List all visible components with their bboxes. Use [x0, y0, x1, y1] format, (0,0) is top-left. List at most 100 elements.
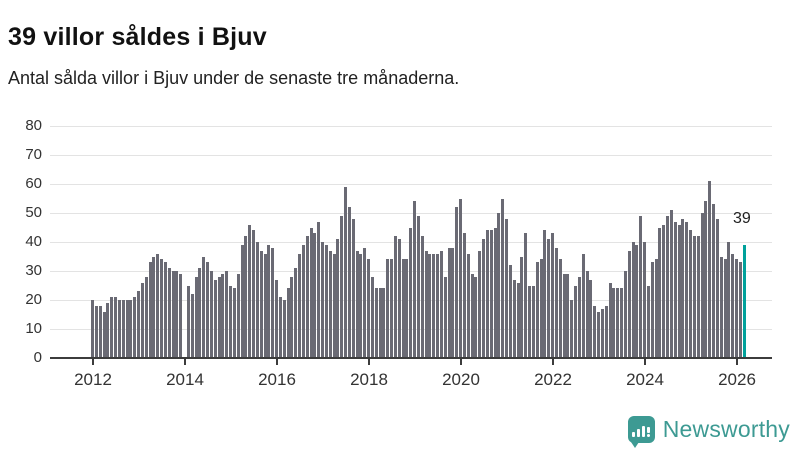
bar [654, 259, 658, 357]
bar [462, 233, 466, 357]
bar [735, 259, 738, 357]
x-axis-tick-label: 2016 [258, 370, 296, 389]
x-axis-tick-mark [552, 359, 554, 365]
bar [359, 253, 363, 357]
bar [378, 288, 382, 357]
bar [524, 233, 528, 357]
bar [248, 224, 252, 357]
bar [229, 285, 232, 357]
bar [528, 285, 531, 357]
bar [225, 271, 229, 357]
x-axis-tick-label: 2026 [718, 370, 756, 389]
x-axis-tick-label: 2022 [534, 370, 572, 389]
bar [673, 221, 677, 357]
bar [98, 305, 102, 357]
bar [347, 207, 351, 357]
bar [635, 244, 639, 357]
bar [577, 276, 581, 357]
x-axis-tick-label: 2024 [626, 370, 664, 389]
bar [593, 305, 597, 357]
bar [129, 300, 133, 357]
gridline [50, 154, 772, 156]
bar [516, 282, 520, 357]
bar [715, 218, 719, 357]
bar [600, 308, 604, 357]
bar [696, 236, 700, 357]
bar [420, 236, 424, 357]
bar [589, 279, 593, 357]
bar [125, 300, 129, 357]
bar [324, 244, 328, 357]
page-title: 39 villor såldes i Bjuv [8, 22, 267, 51]
y-axis-tick-label: 50 [25, 204, 42, 221]
bar [114, 297, 117, 357]
bar [543, 230, 547, 357]
bar [585, 271, 589, 357]
bar [643, 242, 646, 357]
bar [669, 210, 673, 357]
x-axis-tick-label: 2012 [74, 370, 112, 389]
bar [482, 239, 485, 357]
bar [194, 276, 198, 357]
bar [712, 204, 715, 357]
bar [620, 288, 623, 357]
bar [117, 300, 121, 357]
bar [213, 279, 217, 357]
bar [413, 201, 416, 357]
bar [574, 285, 577, 357]
bar [294, 268, 298, 357]
y-axis-tick-label: 80 [25, 117, 42, 134]
newsworthy-logo: Newsworthy [627, 416, 790, 448]
gridline [50, 212, 772, 214]
bar [175, 271, 179, 357]
bar [390, 259, 393, 357]
bar [493, 227, 497, 357]
bar [539, 259, 543, 357]
bar [689, 230, 692, 357]
bar [658, 227, 662, 357]
bar [738, 262, 742, 357]
bar [190, 294, 194, 357]
bar [332, 253, 336, 357]
bar [677, 224, 681, 357]
bar [681, 218, 685, 357]
bar [232, 288, 236, 357]
bar [259, 250, 263, 357]
bar [692, 236, 696, 357]
bar [512, 279, 516, 357]
x-axis-tick-mark [276, 359, 278, 365]
x-axis-tick-label: 2020 [442, 370, 480, 389]
bar [478, 250, 482, 357]
bar [562, 273, 566, 357]
y-axis-tick-label: 40 [25, 233, 42, 250]
x-axis-tick-mark [368, 359, 370, 365]
bar [344, 186, 347, 357]
bar [474, 276, 478, 357]
bar [708, 181, 712, 357]
bar [217, 276, 221, 357]
bar [443, 276, 447, 357]
gridline [50, 125, 772, 127]
bar [566, 273, 570, 357]
bar [221, 273, 225, 357]
bar [489, 230, 493, 357]
bar [321, 242, 324, 357]
bar [432, 253, 436, 357]
bar [627, 250, 631, 357]
bar [508, 265, 512, 357]
bar [704, 201, 708, 357]
bar [236, 273, 240, 357]
bar [416, 215, 420, 357]
bar [102, 311, 106, 357]
highlighted-bar-latest [742, 244, 746, 357]
last-value-annotation: 39 [733, 210, 751, 227]
bar [397, 239, 401, 357]
bar [447, 247, 451, 357]
bar [275, 279, 278, 357]
bar [554, 247, 558, 357]
x-axis-tick-mark [644, 359, 646, 365]
bar [382, 288, 386, 357]
bar [121, 300, 125, 357]
bar [252, 230, 255, 357]
bar [286, 288, 290, 357]
